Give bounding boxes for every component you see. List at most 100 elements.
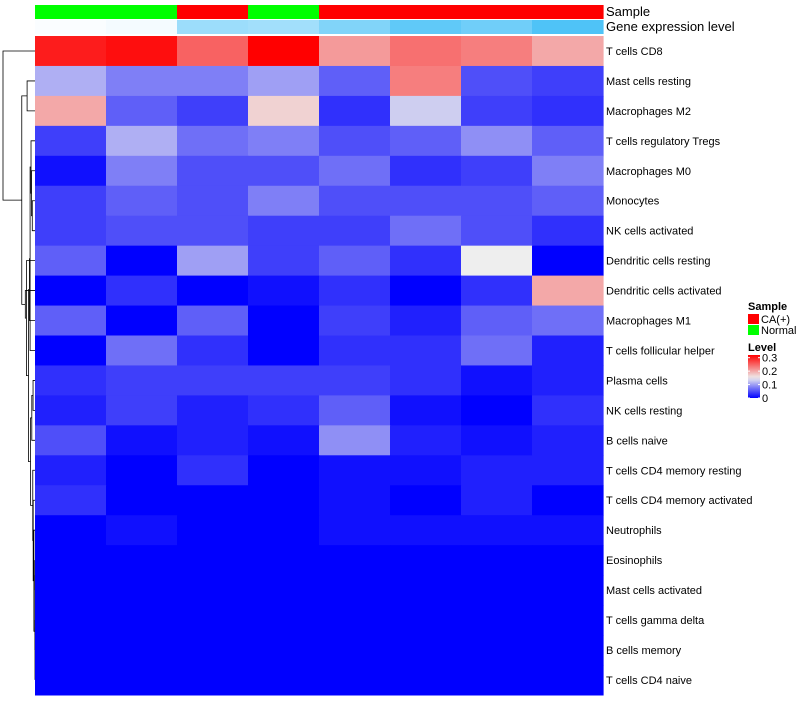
heatmap-cell [106, 36, 178, 67]
heatmap-cell [390, 515, 462, 546]
row-label: Neutrophils [606, 525, 662, 537]
heatmap-cell [319, 575, 391, 606]
heatmap-cell [35, 65, 107, 97]
heatmap-cell [106, 215, 178, 247]
heatmap-cell [390, 215, 462, 247]
heatmap-cell [532, 215, 604, 247]
heatmap-cell [319, 275, 391, 307]
legend-level-tick-label: 0.2 [762, 366, 777, 378]
heatmap-cell [532, 664, 604, 696]
heatmap-cell [461, 485, 533, 516]
heatmap-cell [248, 545, 320, 576]
level-track-cell [532, 20, 604, 34]
heatmap-cell [248, 365, 320, 396]
heatmap-cell [461, 245, 533, 277]
level-track-cell [319, 20, 391, 34]
heatmap-cell [177, 335, 249, 367]
heatmap-cell [319, 185, 391, 217]
heatmap-cell [532, 335, 604, 367]
row-label: T cells CD4 memory activated [606, 495, 753, 507]
heatmap-cell [319, 425, 391, 456]
row-label: T cells regulatory Tregs [606, 136, 721, 148]
heatmap-cell [106, 65, 178, 97]
heatmap-cell [461, 335, 533, 367]
heatmap-cell [248, 245, 320, 277]
level-track-cell [106, 20, 178, 34]
heatmap-cell [461, 36, 533, 67]
heatmap-cell [35, 36, 107, 67]
heatmap-cell [177, 425, 249, 456]
heatmap-cell [319, 664, 391, 696]
legend-level-tick-label: 0.3 [762, 353, 777, 365]
heatmap-cell [35, 125, 107, 157]
row-label: Macrophages M1 [606, 316, 691, 328]
heatmap-cell [390, 395, 462, 426]
sample-track-cell [35, 5, 107, 19]
heatmap-cell [390, 485, 462, 516]
heatmap-cell [177, 635, 249, 666]
heatmap-cell [106, 365, 178, 396]
heatmap-cell [390, 155, 462, 187]
sample-track-cell [390, 5, 462, 19]
row-dendrogram [2, 50, 36, 680]
heatmap-cell [461, 515, 533, 546]
heatmap-cell [319, 245, 391, 277]
heatmap-cell [532, 515, 604, 546]
dendrogram-branch [30, 417, 33, 506]
heatmap-cell [319, 155, 391, 187]
heatmap-cell [35, 365, 107, 396]
legend-sample-title: Sample [748, 301, 787, 313]
dendrogram-branch [32, 380, 35, 411]
heatmap-cell [390, 635, 462, 666]
row-label: T cells follicular helper [606, 345, 715, 357]
heatmap-cell [461, 155, 533, 187]
heatmap-cell [177, 545, 249, 576]
sample-track-cell [177, 5, 249, 19]
dendrogram-branch [26, 260, 35, 377]
heatmap-cell [390, 95, 462, 127]
heatmap-cell [461, 215, 533, 247]
heatmap-cell [106, 545, 178, 576]
row-label: T cells CD4 memory resting [606, 465, 742, 477]
heatmap-cell [248, 664, 320, 696]
heatmap-cell [248, 215, 320, 247]
legend-swatch [748, 314, 759, 324]
heatmap-cell [177, 664, 249, 696]
heatmap-cell [248, 575, 320, 606]
heatmap-cell [35, 245, 107, 277]
heatmap-cell [248, 335, 320, 367]
heatmap-cell [248, 155, 320, 187]
legend-color-bar [748, 355, 760, 398]
heatmap-cell [390, 305, 462, 337]
heatmap-cell [177, 305, 249, 337]
heatmap-cell [390, 575, 462, 606]
dendrogram-branch [29, 166, 35, 351]
heatmap-cell [35, 545, 107, 576]
row-label: Mast cells activated [606, 585, 702, 597]
heatmap-cell [35, 485, 107, 516]
heatmap-cell [532, 575, 604, 606]
heatmap-cell [106, 125, 178, 157]
row-label: Macrophages M0 [606, 166, 691, 178]
row-label: Dendritic cells activated [606, 286, 722, 298]
heatmap-cell [532, 185, 604, 217]
dendrogram-branch [31, 395, 35, 441]
heatmap-cell [319, 305, 391, 337]
heatmap-cell [177, 185, 249, 217]
sample-track-cell [106, 5, 178, 19]
heatmap-cell [35, 395, 107, 426]
heatmap-cell [177, 575, 249, 606]
heatmap-cell [319, 605, 391, 636]
row-label: T cells CD4 naive [606, 675, 692, 687]
heatmap-cell [35, 635, 107, 666]
heatmap-cell [390, 365, 462, 396]
heatmap-cell [390, 245, 462, 277]
dendrogram-branch [21, 95, 28, 305]
level-track-cell [177, 20, 249, 34]
heatmap-cell [532, 545, 604, 576]
heatmap-cell [177, 485, 249, 516]
heatmap-cell [248, 36, 320, 67]
heatmap-cell [461, 635, 533, 666]
row-label: Monocytes [606, 196, 660, 208]
heatmap-cell [390, 425, 462, 456]
